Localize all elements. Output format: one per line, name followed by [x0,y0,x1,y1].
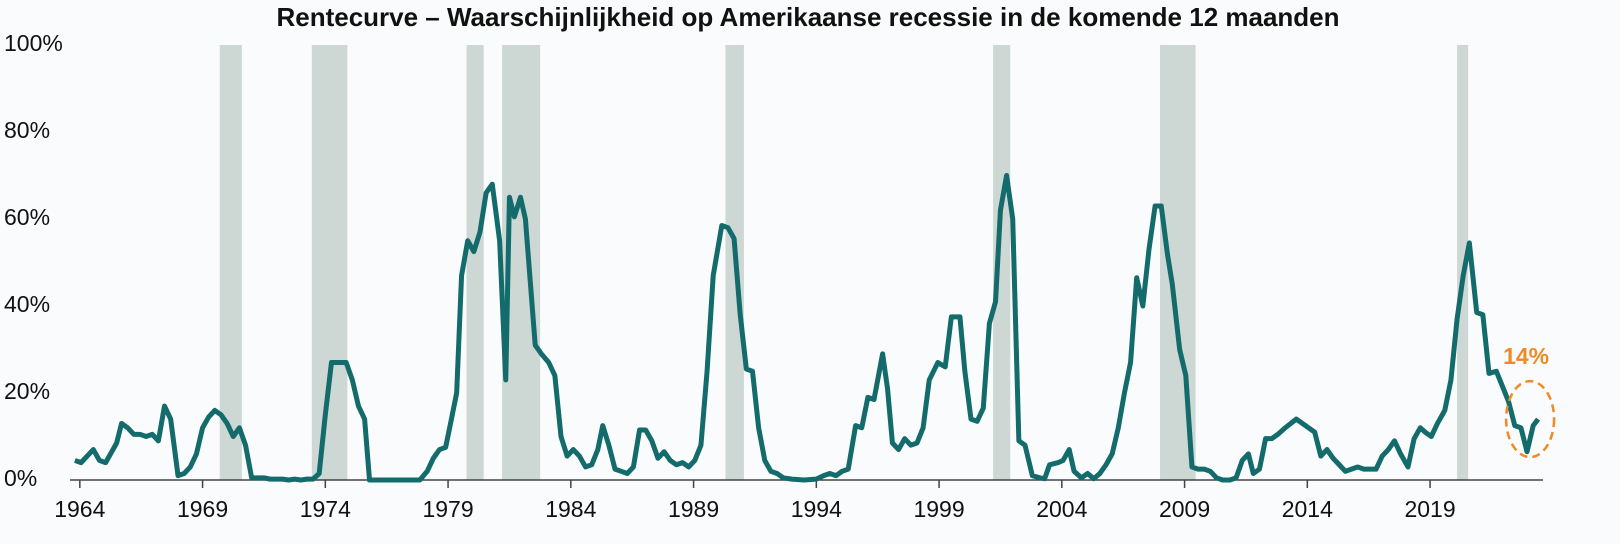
recession-band [219,45,242,480]
x-tick-label: 1999 [913,496,964,522]
y-tick-label: 80% [4,117,50,143]
recession-band [311,45,348,480]
x-tick-label: 1974 [300,496,351,522]
x-tick-label: 1994 [791,496,842,522]
y-tick-label: 100% [4,30,63,56]
x-tick-label: 1979 [422,496,473,522]
x-tick-label: 1964 [54,496,105,522]
annotation-ellipse [1504,379,1556,459]
x-tick-label: 2009 [1159,496,1210,522]
x-tick-label: 2004 [1036,496,1087,522]
recession-band [466,45,484,480]
x-tick-label: 1969 [177,496,228,522]
y-tick-label: 60% [4,204,50,230]
chart-title: Rentecurve – Waarschijnlijkheid op Ameri… [276,2,1339,32]
y-tick-label: 0% [4,465,37,491]
recession-band [1457,45,1469,480]
annotation-label: 14% [1503,343,1549,369]
x-tick-label: 1984 [545,496,596,522]
x-tick-label: 2014 [1282,496,1333,522]
y-tick-label: 40% [4,291,50,317]
recession-band [993,45,1011,480]
x-tick-label: 2019 [1404,496,1455,522]
x-tick-label: 1989 [668,496,719,522]
series-line [74,173,1541,483]
y-tick-label: 20% [4,378,50,404]
